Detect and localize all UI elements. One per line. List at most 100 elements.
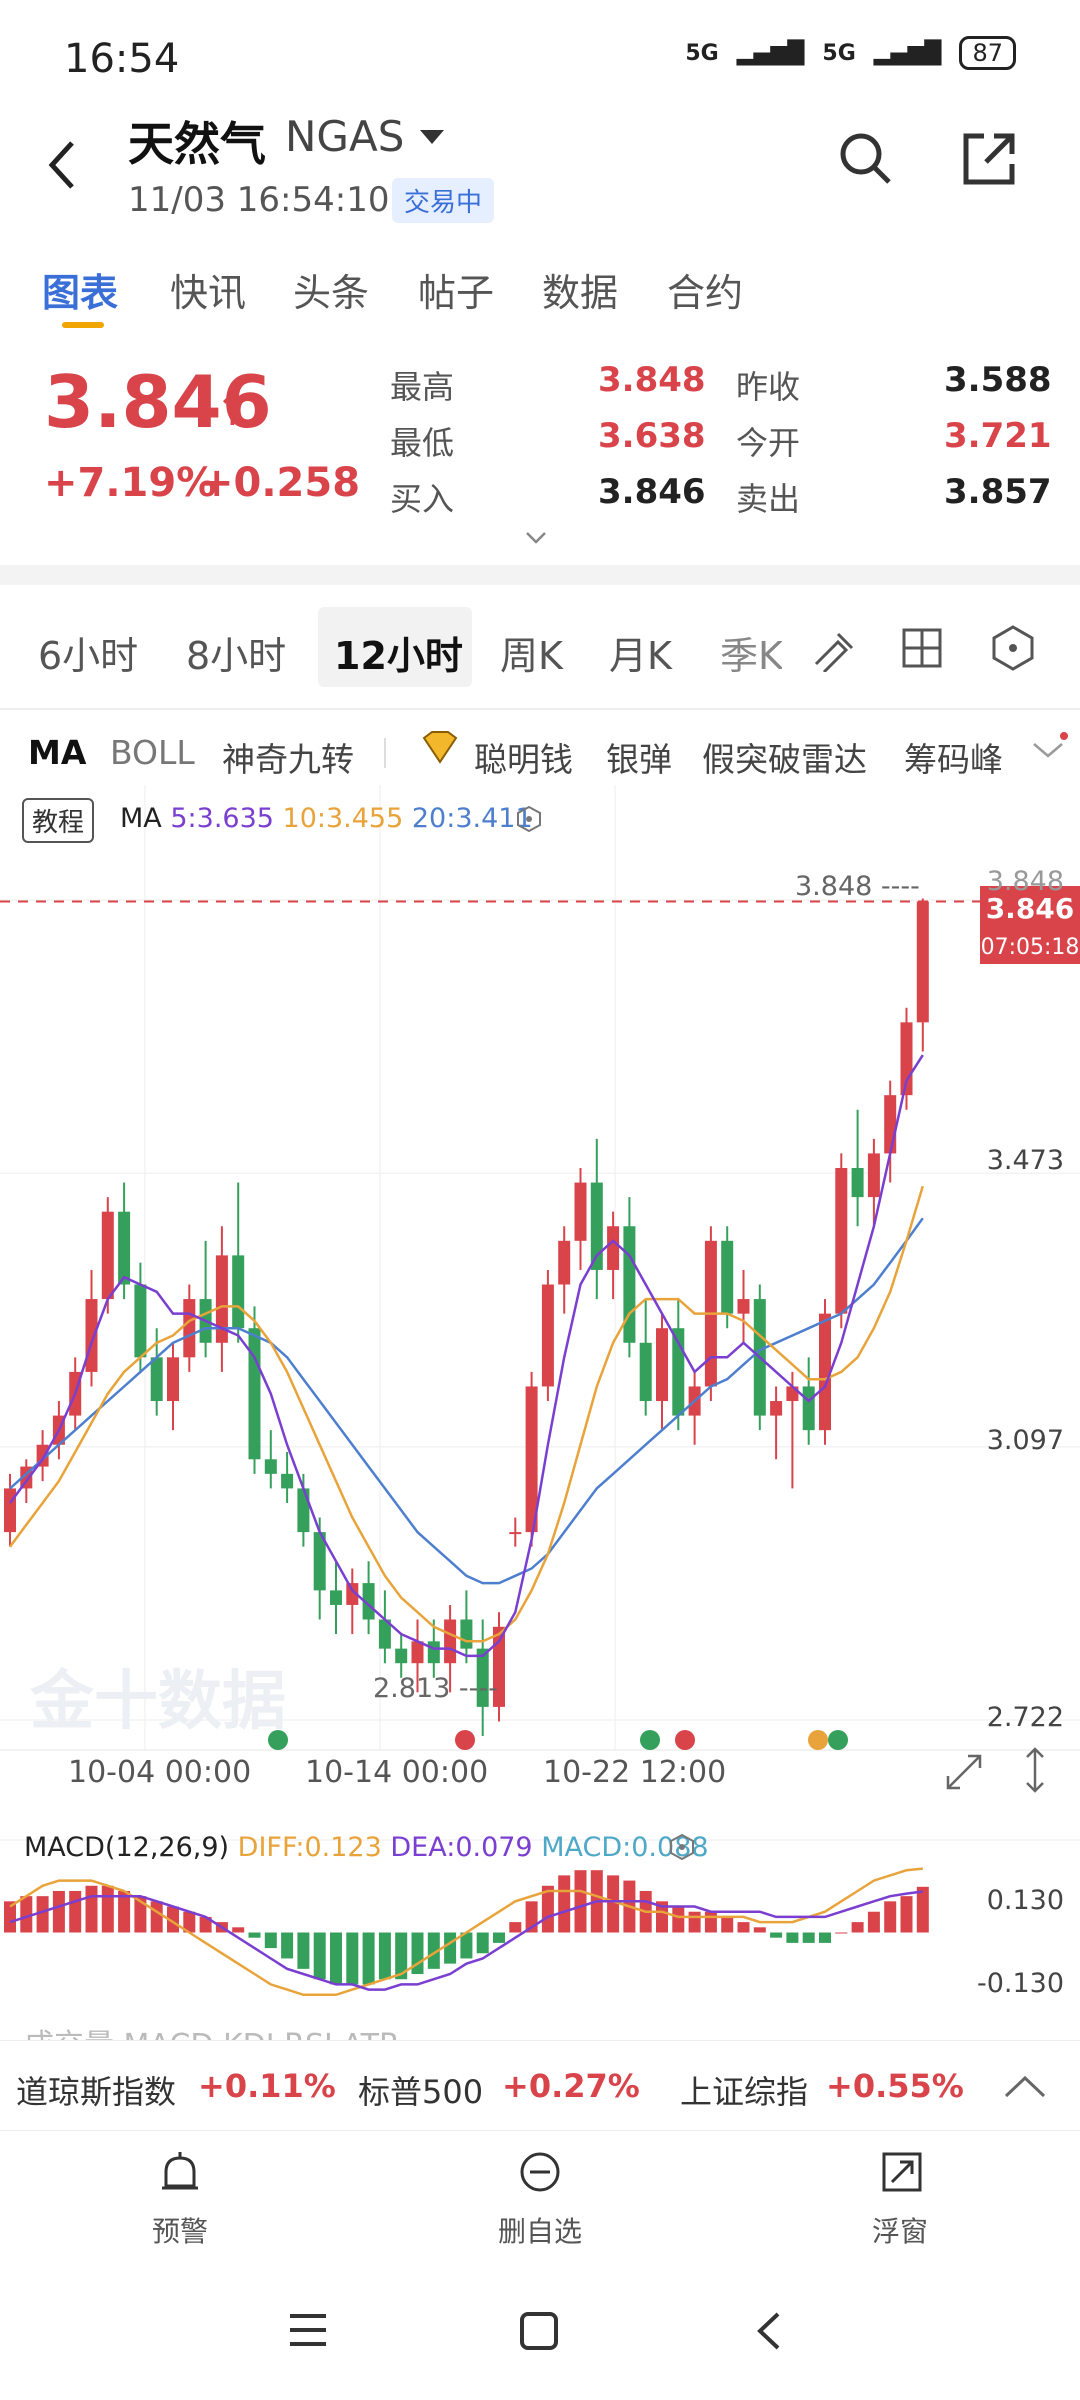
open-value: 3.721 <box>944 416 1052 456</box>
macd-bar <box>656 1901 668 1933</box>
ask-value: 3.857 <box>944 472 1052 512</box>
back-nav-icon[interactable] <box>754 2310 784 2352</box>
chevron-down-icon[interactable] <box>525 527 547 549</box>
x-axis-label-3: 10-22 12:00 <box>543 1755 727 1790</box>
period-8h[interactable]: 8小时 <box>186 634 287 678</box>
indicator-ma[interactable]: MA <box>28 733 87 772</box>
high-label: 最高 <box>390 368 455 406</box>
indicator-boll[interactable]: BOLL <box>110 733 195 772</box>
layout-grid-icon[interactable] <box>900 626 944 670</box>
instrument-symbol[interactable]: NGAS <box>285 112 405 161</box>
macd-legend: MACD(12,26,9) DIFF:0.123 DEA:0.079 MACD:… <box>24 1832 709 1863</box>
macd-bar <box>835 1932 848 1934</box>
candle-body <box>639 1342 652 1402</box>
index-dow-name[interactable]: 道琼斯指数 <box>16 2073 177 2111</box>
tab-posts[interactable]: 帖子 <box>418 271 495 315</box>
menu-nav-icon[interactable] <box>286 2310 330 2350</box>
candle-body <box>867 1153 880 1198</box>
up-arrow-icon: ↑ <box>214 385 251 436</box>
period-6h[interactable]: 6小时 <box>38 634 139 678</box>
macd-bar <box>770 1932 783 1938</box>
indicator-silver-bullet[interactable]: 银弹 <box>606 740 672 779</box>
remove-watchlist-label[interactable]: 删自选 <box>498 2215 583 2248</box>
macd-bar <box>150 1901 163 1933</box>
candle-body <box>721 1240 734 1314</box>
index-sp500-name[interactable]: 标普500 <box>358 2073 484 2111</box>
macd-bar <box>819 1932 831 1943</box>
macd-bar <box>460 1932 473 1959</box>
macd-bar <box>346 1932 359 1985</box>
draw-tool-icon[interactable] <box>808 624 856 672</box>
macd-y-bottom: -0.130 <box>976 1968 1064 1999</box>
tab-chart[interactable]: 图表 <box>42 271 119 315</box>
watermark: 金十数据 <box>30 1665 286 1739</box>
change-value: +0.258 <box>200 460 361 506</box>
macd-bar <box>574 1870 587 1933</box>
candle-body <box>85 1299 98 1372</box>
candlestick-chart[interactable] <box>0 785 1080 2005</box>
vertical-expand-icon[interactable] <box>1020 1745 1050 1795</box>
tab-headlines[interactable]: 头条 <box>293 271 370 315</box>
quote-datetime: 11/03 16:54:10 <box>128 180 390 220</box>
x-axis-label-2: 10-14 00:00 <box>305 1755 489 1790</box>
alert-label[interactable]: 预警 <box>152 2215 209 2248</box>
ma-settings-icon[interactable] <box>515 805 543 833</box>
index-shanghai-name[interactable]: 上证综指 <box>680 2073 809 2111</box>
status-time: 16:54 <box>64 36 180 82</box>
back-icon[interactable] <box>40 135 90 195</box>
macd-title: MACD(12,26,9) <box>24 1832 230 1863</box>
macd-settings-icon[interactable] <box>668 1833 696 1861</box>
current-price-tag: 3.846 <box>980 886 1080 932</box>
last-price: 3.846 <box>44 360 272 444</box>
macd-bar <box>199 1916 212 1933</box>
macd-bar <box>786 1932 799 1943</box>
tab-data[interactable]: 数据 <box>542 271 619 315</box>
bid-label: 买入 <box>390 480 455 518</box>
signal-icon-1: 5G <box>685 40 719 66</box>
macd-bar <box>851 1922 864 1933</box>
remove-watchlist-icon[interactable] <box>518 2150 562 2194</box>
signal-bars-icon-2: ▂▄▆█ <box>873 40 942 66</box>
ma10-legend: 10:3.455 <box>282 803 404 834</box>
period-quarter[interactable]: 季K <box>720 634 782 678</box>
chevron-up-icon[interactable] <box>1000 2072 1050 2102</box>
candle-body <box>574 1182 587 1241</box>
chevron-down-icon-indicators[interactable] <box>1030 732 1070 768</box>
y-axis-low: 3.097 <box>986 1425 1064 1456</box>
share-icon[interactable] <box>960 130 1018 188</box>
alert-bell-icon[interactable] <box>158 2150 202 2194</box>
indicator-smart-money[interactable]: 聪明钱 <box>474 740 573 779</box>
macd-bar <box>69 1890 82 1933</box>
floating-window-label[interactable]: 浮窗 <box>872 2215 929 2248</box>
tab-news-flash[interactable]: 快讯 <box>170 271 247 315</box>
tab-contract[interactable]: 合约 <box>667 271 744 315</box>
macd-bar <box>362 1932 375 1985</box>
signal-dot <box>640 1730 660 1750</box>
period-12h[interactable]: 12小时 <box>334 634 463 678</box>
floating-window-icon[interactable] <box>880 2150 924 2194</box>
home-nav-icon[interactable] <box>518 2310 560 2352</box>
search-icon[interactable] <box>835 128 895 188</box>
candle-body <box>150 1357 163 1402</box>
candle-body <box>819 1313 831 1431</box>
indicator-chip-peak[interactable]: 筹码峰 <box>904 740 1003 779</box>
chart-settings-icon[interactable] <box>990 624 1036 672</box>
period-month[interactable]: 月K <box>609 634 672 678</box>
candle-body <box>118 1211 131 1285</box>
macd-diff-line <box>9 1867 923 1997</box>
period-week[interactable]: 周K <box>500 634 563 678</box>
candle-body <box>770 1401 783 1416</box>
indicator-td9[interactable]: 神奇九转 <box>222 740 354 779</box>
macd-bar <box>493 1932 505 1943</box>
candle-body <box>395 1648 408 1664</box>
index-dow-change: +0.11% <box>198 2067 336 2105</box>
macd-bar <box>867 1911 880 1933</box>
candle-body <box>509 1532 522 1535</box>
candle-body <box>884 1095 897 1154</box>
ma20-line <box>9 1217 924 1585</box>
candle-body <box>248 1328 261 1460</box>
fullscreen-icon[interactable] <box>940 1748 988 1796</box>
caret-down-icon[interactable] <box>420 130 444 144</box>
tutorial-button[interactable]: 教程 <box>22 798 95 843</box>
indicator-false-breakout[interactable]: 假突破雷达 <box>702 740 867 779</box>
